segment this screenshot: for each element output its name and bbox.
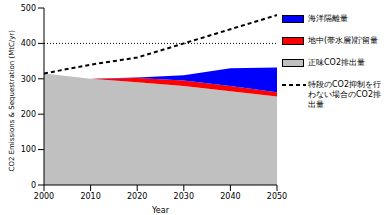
html-text:地中(帯水層)貯留量: 地中(帯水層)貯留量 — [308, 36, 379, 45]
svg-text:2020: 2020 — [127, 192, 147, 201]
html-text:海洋隔離量: 海洋隔離量 — [308, 14, 348, 23]
svg-text:2000: 2000 — [34, 192, 54, 201]
html-text:特段のCO2抑制を行わない場合のCO2排出量: 特段のCO2抑制を行わない場合のCO2排出量 — [308, 80, 381, 109]
html-text:正味CO2排出量: 正味CO2排出量 — [308, 58, 365, 67]
svg-text:300: 300 — [21, 75, 36, 84]
svg-text:2050: 2050 — [267, 192, 287, 201]
svg-text:2040: 2040 — [220, 192, 240, 201]
svg-text:2010: 2010 — [80, 192, 100, 201]
svg-text:200: 200 — [21, 110, 36, 119]
svg-text:CO2 Emissions & Sequestration: CO2 Emissions & Sequestration (MtC/yr) — [8, 30, 16, 172]
svg-text:2030: 2030 — [174, 192, 194, 201]
svg-text:100: 100 — [21, 145, 36, 154]
svg-text:0: 0 — [31, 181, 36, 190]
svg-text:400: 400 — [21, 39, 36, 48]
svg-text:500: 500 — [21, 4, 36, 13]
svg-text:Year: Year — [151, 206, 170, 215]
